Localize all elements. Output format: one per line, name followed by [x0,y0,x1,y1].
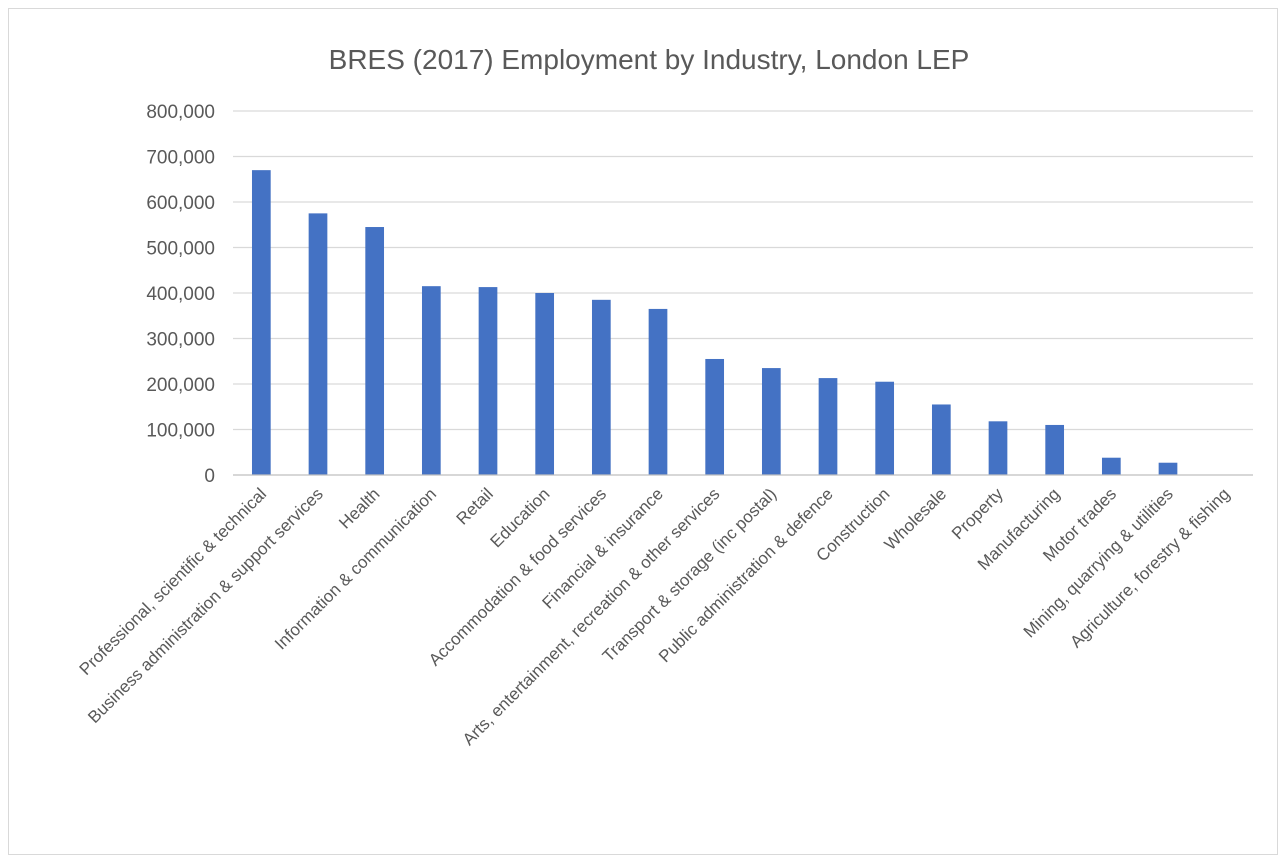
gridlines [233,111,1253,430]
bar [535,293,554,475]
y-tick-label: 100,000 [146,421,215,442]
bar [1045,425,1064,475]
y-axis-ticks: 0 100,000 200,000 300,000 400,000 500,000 600,… [146,102,215,487]
y-tick-label: 700,000 [146,148,215,169]
x-axis-ticks: Professional, scientific & technicalBusi… [76,484,1234,749]
bar-chart: BRES (2017) Employment by Industry, Lond… [9,9,1279,856]
x-tick-label: Retail [453,484,497,528]
y-tick-label: 200,000 [146,375,215,396]
bar [422,286,441,475]
bar [819,378,838,475]
y-tick-label: 0 [204,466,215,487]
x-tick-label: Arts, entertainment, recreation & other … [459,484,724,749]
y-tick-label: 300,000 [146,330,215,351]
chart-frame: BRES (2017) Employment by Industry, Lond… [8,8,1278,855]
y-tick-label: 500,000 [146,239,215,260]
bar [252,170,271,475]
bar [365,227,384,475]
bar [592,300,611,475]
bar [762,368,781,475]
x-tick-label: Wholesale [881,484,951,554]
x-tick-label: Health [335,484,383,532]
bar [875,382,894,475]
bar [649,309,668,475]
bar [1102,458,1121,475]
bar [479,287,498,475]
chart-title: BRES (2017) Employment by Industry, Lond… [329,44,970,75]
bar [705,359,724,475]
x-tick-label: Property [948,484,1007,543]
bar [989,421,1008,475]
bar [932,404,951,475]
bar [1159,463,1178,475]
y-tick-label: 600,000 [146,193,215,214]
y-tick-label: 400,000 [146,284,215,305]
bar [309,213,328,475]
y-tick-label: 800,000 [146,102,215,123]
x-tick-label: Business administration & support servic… [84,484,327,727]
